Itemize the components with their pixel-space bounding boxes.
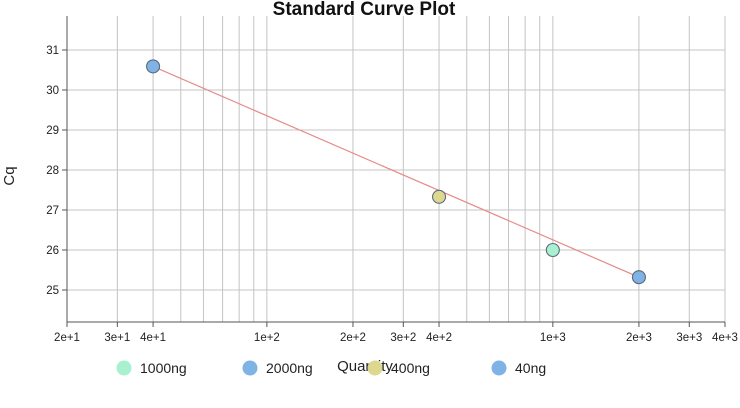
x-tick-label: 2e+2 [340, 332, 366, 344]
fit-line [152, 65, 640, 278]
y-tick-label: 30 [46, 85, 59, 97]
x-tick-label: 1e+3 [540, 332, 566, 344]
legend-label: 400ng [391, 360, 430, 376]
x-tick-label: 3e+3 [676, 332, 702, 344]
axes-layer: 2e+1 3e+1 4e+1 1e+2 2e+2 3e+2 4e+2 1e+3 2e+3 3e+3… [46, 16, 738, 344]
x-tick-label: 4e+3 [712, 332, 738, 344]
x-tick-label: 4e+1 [140, 332, 166, 344]
legend-swatch [367, 360, 383, 376]
data-point-400ng [431, 189, 447, 204]
y-tick-label: 28 [46, 165, 59, 177]
legend: 1000ng 2000ng 400ng 40ng [116, 360, 546, 376]
legend-label: 1000ng [140, 360, 187, 376]
x-axis-label: Quantity [337, 358, 393, 375]
legend-swatch [242, 360, 258, 376]
points-layer [146, 59, 646, 285]
y-tick-label: 26 [46, 245, 59, 257]
legend-item-40ng: 40ng [491, 360, 546, 376]
legend-item-400ng: 400ng [367, 360, 430, 376]
fit-layer [152, 65, 640, 278]
x-tick-label: 4e+2 [426, 332, 452, 344]
y-tick-label: 29 [46, 125, 59, 137]
x-tick-label: 3e+1 [104, 332, 130, 344]
y-tick-label: 31 [46, 45, 59, 57]
legend-item-2000ng: 2000ng [242, 360, 313, 376]
data-point-40ng [146, 59, 161, 74]
legend-item-1000ng: 1000ng [116, 360, 187, 376]
x-tick-label: 1e+2 [254, 332, 280, 344]
y-tick-label: 27 [46, 205, 59, 217]
legend-label: 2000ng [266, 360, 313, 376]
x-tick-label: 2e+1 [54, 332, 80, 344]
y-tick-label: 25 [46, 285, 59, 297]
x-tick-label: 2e+3 [626, 332, 652, 344]
data-point-1000ng [545, 242, 560, 258]
legend-swatch [116, 360, 132, 376]
chart-title: Standard Curve Plot [273, 0, 456, 20]
legend-swatch [491, 360, 507, 376]
grid-layer [66, 16, 726, 322]
legend-label: 40ng [515, 360, 546, 376]
x-tick-label: 3e+2 [390, 332, 416, 344]
data-point-2000ng [631, 270, 646, 285]
y-axis-label: Cq [1, 166, 18, 185]
